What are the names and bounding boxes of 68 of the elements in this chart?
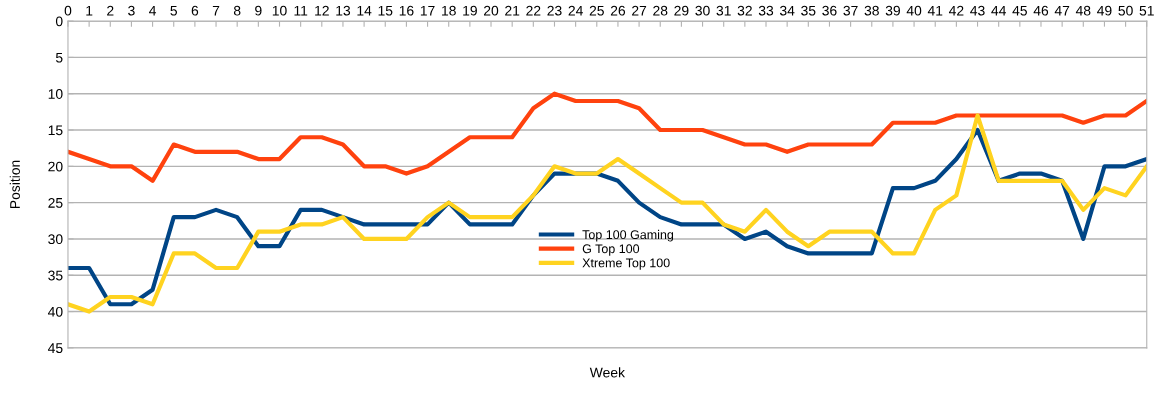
x-tick-label: 13 (336, 5, 351, 16)
x-tick-label: 34 (779, 5, 795, 16)
x-tick-label: 49 (1097, 5, 1112, 16)
x-tick-label: 37 (843, 5, 858, 16)
y-tick-label: 40 (47, 306, 63, 317)
x-tick-label: 40 (906, 5, 922, 16)
x-tick-label: 14 (357, 5, 372, 16)
legend-label: Top 100 Gaming (582, 229, 674, 242)
x-tick-label: 39 (885, 5, 900, 16)
x-tick-label: 4 (149, 5, 157, 16)
x-tick-label: 19 (463, 5, 477, 16)
x-tick-label: 51 (1139, 5, 1154, 16)
x-tick-label: 9 (255, 5, 262, 16)
x-tick-label: 3 (128, 5, 135, 16)
x-tick-label: 10 (272, 5, 287, 16)
x-tick-label: 21 (505, 5, 520, 16)
x-tick-label: 26 (610, 5, 626, 16)
x-tick-label: 28 (653, 5, 668, 16)
x-tick-label: 16 (399, 5, 414, 16)
x-tick-label: 27 (632, 5, 647, 16)
y-tick-label: 10 (48, 89, 63, 99)
y-axis-title: Position (9, 160, 20, 209)
y-tick-label: 25 (48, 197, 63, 208)
x-tick-label: 6 (191, 5, 199, 16)
x-tick-label: 46 (1033, 5, 1049, 16)
x-tick-label: 32 (737, 5, 752, 16)
x-tick-label: 0 (64, 5, 72, 16)
x-tick-label: 50 (1118, 5, 1133, 16)
legend-label: G Top 100 (582, 244, 640, 256)
x-tick-label: 17 (420, 5, 435, 16)
line-series (67, 91, 1147, 183)
x-tick-label: 48 (1075, 5, 1091, 16)
x-tick-label: 25 (589, 5, 604, 16)
x-tick-label: 12 (315, 5, 329, 16)
x-tick-label: 43 (970, 5, 985, 16)
x-tick-label: 44 (991, 5, 1006, 16)
legend-label: Xtreme Top 100 (582, 258, 670, 270)
x-tick-label: 18 (442, 5, 456, 16)
y-tick-label: 0 (55, 16, 63, 27)
x-tick-label: 36 (822, 5, 837, 16)
x-tick-label: 30 (695, 5, 710, 16)
y-tick-label: 5 (55, 52, 63, 63)
y-tick-label: 20 (48, 161, 63, 172)
y-tick-label: 45 (47, 343, 63, 354)
x-tick-label: 24 (568, 5, 583, 16)
x-tick-label: 35 (801, 5, 816, 16)
x-tick-label: 22 (526, 5, 541, 16)
x-tick-label: 2 (107, 5, 114, 16)
x-tick-label: 11 (294, 5, 308, 16)
x-tick-label: 1 (86, 5, 93, 16)
x-tick-label: 20 (484, 5, 499, 16)
x-tick-label: 41 (927, 5, 943, 16)
x-tick-label: 47 (1054, 5, 1070, 16)
y-tick-label: 35 (48, 270, 63, 281)
x-axis-title: Week (589, 367, 626, 378)
x-tick-label: 31 (716, 5, 731, 16)
x-tick-label: 7 (212, 5, 220, 16)
x-tick-label: 15 (378, 5, 393, 16)
x-tick-label: 5 (170, 5, 178, 16)
x-tick-label: 8 (233, 5, 241, 16)
x-tick-label: 38 (864, 5, 879, 16)
x-tick-label: 33 (758, 5, 774, 16)
x-tick-label: 45 (1012, 5, 1027, 16)
y-tick-label: 30 (48, 234, 63, 245)
x-tick-label: 42 (948, 5, 964, 16)
x-tick-label: 29 (674, 5, 689, 16)
x-tick-label: 23 (547, 5, 562, 16)
y-tick-label: 15 (48, 125, 63, 136)
